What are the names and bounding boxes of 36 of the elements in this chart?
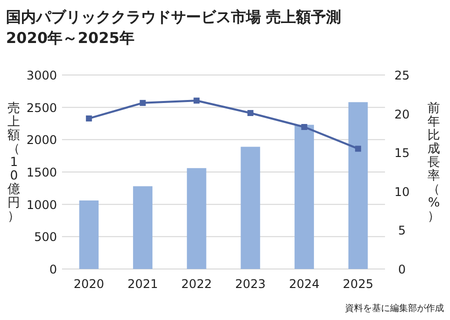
x-tick-label: 2025 bbox=[342, 277, 374, 291]
chart-subtitle: 2020年～2025年 bbox=[6, 29, 134, 47]
point bbox=[301, 124, 308, 130]
bar bbox=[348, 102, 368, 269]
bar bbox=[240, 146, 260, 269]
y2-tick-label: 15 bbox=[394, 146, 410, 160]
x-tick-label: 2020 bbox=[74, 277, 104, 291]
bar bbox=[133, 186, 152, 269]
y2-tick-label: 20 bbox=[394, 107, 410, 122]
y2-tick-label: 0 bbox=[398, 262, 406, 276]
y-tick-label: 2500 bbox=[26, 100, 57, 115]
y-tick-label: 500 bbox=[34, 230, 57, 244]
point bbox=[247, 110, 254, 116]
point bbox=[355, 146, 362, 152]
x-tick-label: 2023 bbox=[235, 277, 266, 291]
bar bbox=[294, 124, 314, 269]
y2-tick-label: 5 bbox=[398, 224, 406, 238]
point bbox=[140, 100, 146, 106]
text: 前年比成長率（%） bbox=[428, 100, 440, 223]
x-tick-label: 2022 bbox=[181, 277, 212, 291]
bar bbox=[79, 200, 99, 269]
y-tick-label: 1000 bbox=[26, 198, 57, 212]
y-tick-label: 2000 bbox=[26, 133, 57, 148]
text: 売上額（10億円） bbox=[8, 100, 20, 223]
x-tick-label: 2024 bbox=[288, 277, 320, 291]
point bbox=[194, 98, 200, 104]
x-tick-label: 2021 bbox=[127, 277, 158, 291]
chart-title: 国内パブリッククラウドサービス市場 売上額予測 bbox=[6, 8, 342, 26]
y-tick-label: 3000 bbox=[26, 68, 57, 82]
bar bbox=[186, 168, 206, 269]
y2-tick-label: 10 bbox=[394, 184, 410, 199]
y-tick-label: 0 bbox=[49, 262, 57, 276]
y2-tick-label: 25 bbox=[394, 68, 410, 82]
text: 資料を基に編集部が作成 bbox=[345, 303, 444, 314]
y-tick-label: 1500 bbox=[26, 166, 57, 180]
point bbox=[86, 115, 92, 122]
